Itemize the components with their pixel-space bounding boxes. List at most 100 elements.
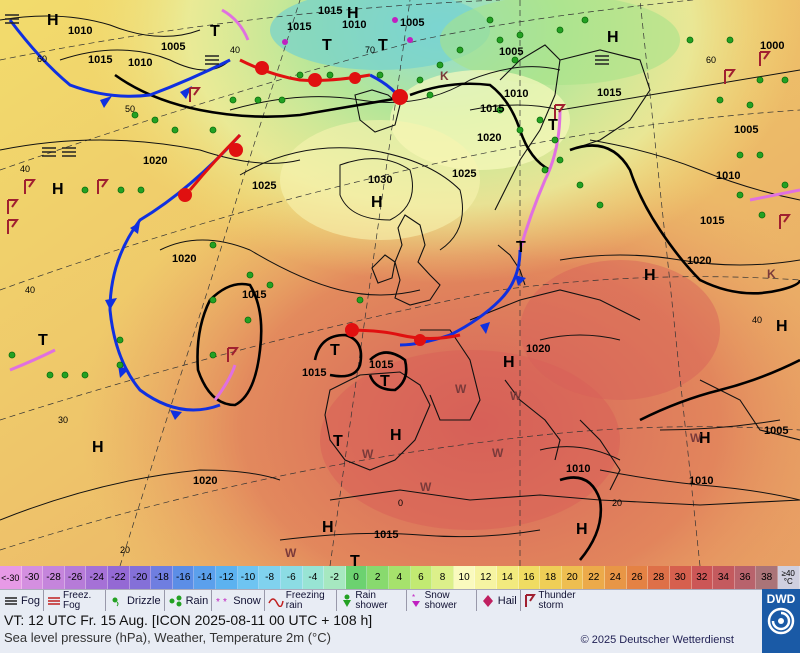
fog-symbols xyxy=(5,14,609,157)
scale-cell: 30 xyxy=(669,566,692,589)
scale-cell: 38 xyxy=(756,566,778,589)
weather-letter: W xyxy=(285,546,297,560)
high-center: H xyxy=(390,427,402,444)
snow-icon: * * xyxy=(215,594,231,608)
scale-cell: 18 xyxy=(540,566,562,589)
isobar-label: 1015 xyxy=(287,21,311,33)
dwd-logo: DWD xyxy=(762,589,800,653)
legend-label: Snow xyxy=(233,594,261,607)
scale-cell: -16 xyxy=(172,566,195,589)
isobar-label: 1005 xyxy=(161,41,185,53)
legend-label: Fog xyxy=(21,594,40,607)
svg-text:*: * xyxy=(223,597,227,607)
scale-cell: -28 xyxy=(43,566,65,589)
isobar-label: 1025 xyxy=(252,180,276,192)
weather-map: 60 50 40 40 40 30 20 70 60 40 20 0 1015 … xyxy=(0,0,800,566)
isobar-label: 1015 xyxy=(242,289,266,301)
isobars xyxy=(0,15,800,541)
legend-snow: * * Snow xyxy=(212,589,265,612)
scale-cell: -8 xyxy=(259,566,281,589)
freezing-rain-icon xyxy=(268,594,284,608)
map-canvas: 60 50 40 40 40 30 20 70 60 40 20 0 1015 … xyxy=(0,0,800,566)
isobar-label: 1010 xyxy=(504,88,528,100)
scale-cell: 10 xyxy=(453,566,476,589)
lat-label: 40 xyxy=(230,45,240,55)
rain-shower-icon xyxy=(340,594,354,608)
scale-cell: 8 xyxy=(432,566,454,589)
isobar-label: 1015 xyxy=(318,5,342,17)
iberia-hot xyxy=(320,350,620,530)
isobar-label: 1010 xyxy=(128,57,152,69)
isobar-label: 1015 xyxy=(597,87,621,99)
scale-cell: 32 xyxy=(691,566,714,589)
low-center: T xyxy=(380,373,390,390)
weather-letter: W xyxy=(455,382,467,396)
high-center: H xyxy=(607,29,619,46)
isobar-labels: 1015 1010 1005 1010 1000 1005 1020 1015 … xyxy=(68,5,788,541)
legend-label: Thunder storm xyxy=(538,589,576,611)
scale-cell: 16 xyxy=(518,566,541,589)
low-center: T xyxy=(350,553,360,566)
freezing-fog-icon xyxy=(47,594,61,608)
scale-cell: 22 xyxy=(583,566,606,589)
copyright: © 2025 Deutscher Wetterdienst xyxy=(580,634,734,646)
legend-freezing-rain: Freezing rain xyxy=(265,589,337,612)
isobar-label: 1010 xyxy=(716,170,740,182)
scale-cell: 6 xyxy=(410,566,433,589)
greenland-cool xyxy=(270,0,490,70)
scale-cell: -22 xyxy=(108,566,130,589)
map-subtitle: Sea level pressure (hPa), Weather, Tempe… xyxy=(4,630,331,645)
pressure-centers: H H T T H H H H T T T H T H T H T H H H … xyxy=(38,5,788,566)
legend-rain: Rain xyxy=(165,589,213,612)
weather-letter: K xyxy=(767,267,776,281)
low-center: T xyxy=(516,239,526,256)
isobar-label: 1020 xyxy=(687,255,711,267)
weather-letter: W xyxy=(492,446,504,460)
legend-thunderstorm: Thunder storm xyxy=(521,590,593,612)
logo-text: DWD xyxy=(766,592,796,606)
high-center: H xyxy=(576,521,588,538)
weather-letter: K xyxy=(440,69,449,83)
isobar-label: 1030 xyxy=(368,174,392,186)
lat-label: 30 xyxy=(58,415,68,425)
weather-legend: Fog Freez. Fog Drizzle Rain * * Snow Free… xyxy=(0,589,762,612)
scale-cell: -10 xyxy=(237,566,260,589)
scale-cell: <-30 xyxy=(0,566,22,589)
lat-label: 20 xyxy=(612,498,622,508)
scale-cell: 2 xyxy=(367,566,389,589)
lat-label: 50 xyxy=(125,104,135,114)
weather-letter: W xyxy=(362,447,374,461)
high-center: H xyxy=(92,439,104,456)
lat-label: 20 xyxy=(120,545,130,555)
high-center: H xyxy=(371,194,383,211)
isobar-label: 1020 xyxy=(172,253,196,265)
isobar-label: 1015 xyxy=(369,359,393,371)
high-center: H xyxy=(776,318,788,335)
scale-cell: ≥40 °C xyxy=(777,566,800,589)
lat-label: 40 xyxy=(20,164,30,174)
scale-cell: 12 xyxy=(475,566,498,589)
fog-icon xyxy=(3,594,19,608)
scale-cell: -26 xyxy=(64,566,87,589)
hail-icon xyxy=(480,594,496,608)
scale-cell: -4 xyxy=(302,566,325,589)
scale-cell: -12 xyxy=(216,566,238,589)
isobar-label: 1020 xyxy=(526,343,550,355)
legend-label: Freezing rain xyxy=(285,589,325,611)
low-center: T xyxy=(210,23,220,40)
low-center: T xyxy=(333,433,343,450)
weather-letter: W xyxy=(690,431,702,445)
legend-label: Rain xyxy=(185,594,209,607)
isobar-label: 1020 xyxy=(477,132,501,144)
legend-fog: Fog xyxy=(0,589,44,612)
high-center: H xyxy=(644,267,656,284)
legend-hail: Hail xyxy=(477,589,521,612)
thunderstorm-icon xyxy=(524,593,537,608)
low-center: T xyxy=(38,332,48,349)
scale-cell: -24 xyxy=(86,566,109,589)
scale-cell: -14 xyxy=(194,566,217,589)
temperature-scale: <-30 -30 -28 -26 -24 -22 -20 -18 -16 -14 -12 -10 -8-… xyxy=(0,566,800,589)
scale-cell: 36 xyxy=(734,566,757,589)
isobar-label: 1005 xyxy=(734,124,758,136)
weather-letter: W xyxy=(420,480,432,494)
